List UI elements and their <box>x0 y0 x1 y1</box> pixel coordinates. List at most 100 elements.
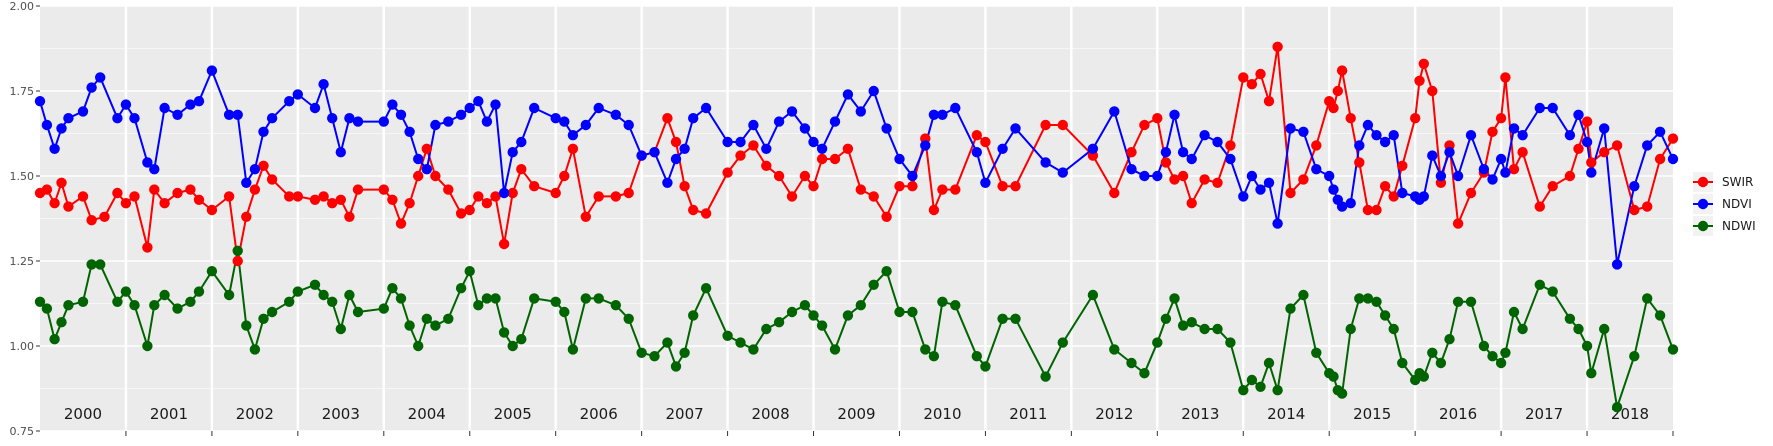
data-point-swir <box>1410 113 1421 124</box>
data-point-ndvi <box>266 113 278 124</box>
data-point-ndvi <box>649 147 660 158</box>
data-point-swir <box>670 136 682 148</box>
data-point-ndvi <box>498 187 510 199</box>
data-point-swir <box>550 187 561 199</box>
data-point-ndwi <box>49 334 60 345</box>
data-point-ndvi <box>1212 136 1223 148</box>
data-point-ndvi <box>1040 157 1051 168</box>
data-point-swir <box>855 184 866 195</box>
data-point-ndwi <box>34 296 46 307</box>
data-point-swir <box>481 198 493 209</box>
data-point-ndvi <box>404 126 415 137</box>
data-point-swir <box>490 191 501 202</box>
data-point-ndwi <box>77 296 89 307</box>
data-point-ndvi <box>49 143 60 154</box>
data-point-swir <box>464 204 475 216</box>
data-point-ndwi <box>1109 344 1120 355</box>
data-point-ndwi <box>63 300 74 311</box>
data-point-ndvi <box>352 116 364 127</box>
data-point-ndwi <box>413 340 424 352</box>
data-point-ndvi <box>1354 140 1365 151</box>
data-point-ndwi <box>1444 334 1455 345</box>
data-point-swir <box>1199 174 1210 185</box>
data-point-ndvi <box>1263 177 1275 188</box>
data-point-swir <box>593 191 604 202</box>
data-point-swir <box>1642 201 1653 212</box>
data-point-swir <box>1332 85 1344 97</box>
data-point-ndwi <box>1654 310 1666 321</box>
data-point-ndwi <box>129 300 140 311</box>
data-point-ndwi <box>266 306 278 318</box>
data-point-ndvi <box>580 119 591 131</box>
data-point-ndvi <box>1397 187 1408 199</box>
data-point-swir <box>41 184 53 195</box>
data-point-ndvi <box>258 126 269 137</box>
data-point-ndvi <box>481 116 493 127</box>
data-point-swir <box>1311 140 1322 151</box>
data-point-ndwi <box>430 320 441 331</box>
data-point-ndvi <box>636 150 647 161</box>
data-point-ndvi <box>808 136 819 148</box>
data-point-ndvi <box>41 119 53 131</box>
data-point-swir <box>1177 170 1189 182</box>
data-point-ndwi <box>761 323 772 335</box>
data-point-ndwi <box>1629 351 1640 362</box>
data-point-ndwi <box>1152 337 1163 348</box>
data-point-swir <box>443 184 454 195</box>
data-point-ndwi <box>56 317 67 328</box>
data-point-ndwi <box>920 344 931 355</box>
data-point-ndvi <box>1109 106 1120 117</box>
data-point-swir <box>928 204 940 216</box>
data-point-ndwi <box>1040 371 1051 382</box>
data-point-swir <box>1285 187 1296 199</box>
data-point-ndwi <box>1354 293 1365 304</box>
data-point-swir <box>1225 140 1236 151</box>
data-point-ndvi <box>1465 130 1477 141</box>
data-point-ndvi <box>455 109 467 121</box>
data-point-swir <box>1263 96 1275 107</box>
data-point-ndwi <box>662 337 673 348</box>
data-point-ndwi <box>112 296 123 307</box>
data-point-ndvi <box>34 96 46 107</box>
data-point-ndvi <box>142 157 153 168</box>
data-point-swir <box>395 218 407 229</box>
data-point-ndwi <box>1388 323 1399 335</box>
data-point-ndvi <box>907 170 918 182</box>
data-point-ndwi <box>1452 296 1464 307</box>
data-point-swir <box>950 184 961 195</box>
data-point-ndwi <box>335 323 346 335</box>
data-point-ndwi <box>327 296 338 307</box>
data-point-ndvi <box>670 153 682 165</box>
data-point-ndvi <box>662 177 673 188</box>
data-point-ndvi <box>1087 143 1099 154</box>
data-point-swir <box>1495 113 1507 124</box>
data-point-ndwi <box>1586 368 1597 379</box>
data-point-swir <box>284 191 295 202</box>
data-point-ndwi <box>559 306 570 318</box>
data-point-swir <box>881 211 892 222</box>
data-point-ndvi <box>223 109 235 121</box>
data-point-swir <box>455 208 467 219</box>
data-point-swir <box>816 153 828 165</box>
data-point-ndvi <box>1328 184 1339 195</box>
data-point-ndwi <box>971 351 982 362</box>
data-point-ndwi <box>1328 371 1339 382</box>
data-point-ndvi <box>185 99 196 110</box>
data-point-ndvi <box>773 116 785 127</box>
data-point-ndvi <box>1654 126 1666 137</box>
data-point-ndwi <box>1272 385 1283 396</box>
data-point-ndvi <box>1599 123 1610 134</box>
year-label: 2017 <box>1525 405 1563 423</box>
data-point-ndvi <box>937 109 948 121</box>
data-point-ndvi <box>1152 170 1163 182</box>
data-point-ndwi <box>649 351 660 362</box>
data-point-swir <box>327 198 338 209</box>
legend: SWIR NDVI NDWI <box>1693 172 1756 236</box>
data-point-ndwi <box>816 320 828 331</box>
data-point-swir <box>507 187 518 199</box>
data-point-swir <box>309 194 321 205</box>
data-point-swir <box>404 198 415 209</box>
data-point-swir <box>1345 113 1356 124</box>
data-point-ndvi <box>700 102 712 114</box>
data-point-ndwi <box>344 289 355 301</box>
